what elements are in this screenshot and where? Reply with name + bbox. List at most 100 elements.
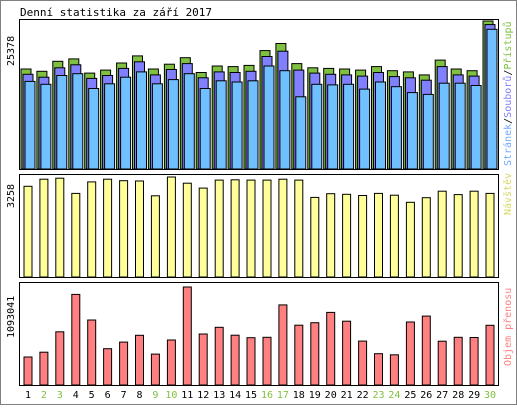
visits-bar-day-14	[230, 179, 240, 278]
hits-bar-Stránek-day-4	[72, 73, 84, 170]
day-label-29: 29	[468, 390, 480, 401]
kbytes-bar-day-17	[278, 304, 288, 386]
day-label-5: 5	[89, 390, 95, 401]
day-label-25: 25	[404, 390, 416, 401]
legend-pages: Stránek	[502, 124, 514, 166]
visits-bar-day-5	[87, 181, 97, 278]
hits-bar-Stránek-day-19	[311, 83, 323, 170]
kbytes-bar-day-26	[421, 315, 431, 386]
visits-bar-day-16	[262, 179, 272, 278]
kbytes-bar-day-11	[182, 286, 192, 386]
day-label-2: 2	[41, 390, 47, 401]
hits-bar-Stránek-day-23	[375, 81, 386, 170]
visits-bar-day-10	[166, 176, 176, 278]
hits-bar-Stránek-day-2	[40, 83, 52, 170]
kbytes-bar-day-27	[437, 340, 447, 386]
day-label-26: 26	[420, 390, 432, 401]
kbytes-bar-day-9	[150, 353, 160, 386]
hits-bar-Stránek-day-3	[56, 75, 68, 170]
hits-bar-Stránek-day-18	[295, 96, 307, 170]
day-label-1: 1	[25, 390, 31, 401]
hits-bar-Stránek-day-30	[486, 28, 498, 170]
visits-bars	[23, 176, 495, 278]
hits-bar-Stránek-day-6	[104, 83, 116, 170]
kbytes-bar-day-22	[358, 340, 368, 386]
kbytes-bar-day-4	[71, 293, 81, 386]
day-label-4: 4	[73, 390, 79, 401]
visits-bar-day-29	[469, 190, 479, 278]
kbytes-bar-day-15	[246, 337, 256, 386]
hits-bar-Stránek-day-15	[247, 80, 259, 170]
visits-legend: Návštěv	[502, 173, 514, 215]
visits-bar-day-8	[135, 180, 144, 278]
day-label-23: 23	[372, 390, 384, 401]
day-label-10: 10	[165, 390, 177, 401]
kbytes-bar-day-18	[294, 324, 304, 386]
kbytes-bar-day-10	[166, 339, 176, 386]
day-label-21: 21	[341, 390, 353, 401]
hits-bar-Stránek-day-20	[327, 84, 339, 170]
hits-bar-Stránek-day-24	[390, 86, 402, 170]
hits-bar-Stránek-day-13	[215, 80, 227, 170]
kbytes-bars	[23, 286, 495, 386]
visits-bar-day-15	[246, 179, 256, 278]
visits-bar-day-3	[55, 177, 65, 278]
day-label-20: 20	[325, 390, 337, 401]
hits-bar-Stránek-day-27	[438, 82, 450, 170]
kbytes-bar-day-24	[389, 354, 399, 386]
kbytes-bar-day-30	[485, 324, 495, 386]
kbytes-bar-day-7	[119, 341, 129, 386]
kbytes-bar-day-6	[103, 348, 113, 386]
day-label-15: 15	[245, 390, 257, 401]
kbytes-bar-day-21	[342, 320, 352, 386]
day-label-12: 12	[197, 390, 209, 401]
kbytes-bar-day-20	[326, 311, 336, 386]
legend-hits: Přístupů	[502, 21, 514, 69]
kbytes-bar-day-3	[55, 331, 65, 386]
visits-bar-day-19	[310, 196, 320, 278]
visits-bar-day-20	[326, 193, 336, 278]
visits-bar-day-26	[421, 197, 431, 278]
kbytes-bar-day-19	[310, 322, 320, 386]
day-label-27: 27	[436, 390, 448, 401]
visits-bar-day-12	[198, 187, 208, 278]
hits-bar-Stránek-day-7	[120, 76, 132, 170]
visits-bar-day-28	[453, 194, 463, 278]
chart-title: Denní statistika za září 2017	[20, 6, 212, 19]
hits-bar-Stránek-day-12	[199, 88, 211, 170]
visits-bar-day-25	[405, 201, 415, 278]
hits-bar-Stránek-day-5	[88, 88, 100, 170]
visits-bar-day-9	[150, 195, 160, 278]
day-label-11: 11	[181, 390, 193, 401]
kbytes-bar-day-29	[469, 337, 479, 386]
kbytes-bar-day-8	[135, 334, 144, 386]
kbytes-bar-day-25	[405, 321, 415, 386]
day-labels: 1 2 3 4 5 6 7 8 9 10 11 12 13 14 15 16 17 18 19 20 21 22 23 24 2…	[25, 390, 496, 401]
visits-bar-day-22	[358, 195, 368, 278]
visits-bar-day-27	[437, 190, 447, 278]
kbytes-bar-day-16	[262, 336, 272, 386]
hits-bar-Stránek-day-10	[167, 79, 179, 170]
day-label-18: 18	[293, 390, 305, 401]
hits-bar-Stránek-day-25	[406, 92, 418, 170]
day-label-3: 3	[57, 390, 63, 401]
hits-bar-Stránek-day-9	[151, 83, 163, 170]
day-label-9: 9	[152, 390, 158, 401]
visits-bar-day-1	[23, 185, 33, 278]
visits-bar-day-21	[342, 193, 352, 278]
day-label-28: 28	[452, 390, 464, 401]
hits-bar-Stránek-day-1	[24, 80, 36, 170]
hits-bar-Stránek-day-29	[470, 85, 482, 170]
day-label-14: 14	[229, 390, 241, 401]
hits-legend: Stránek/Souborů/Přístupů	[502, 21, 514, 166]
kbytes-bar-day-5	[87, 319, 97, 386]
kbytes-max-label: 1093041	[6, 296, 17, 338]
visits-max-label: 3258	[6, 184, 17, 208]
visits-bar-day-17	[278, 178, 288, 278]
visits-bar-day-18	[294, 179, 304, 278]
day-label-6: 6	[105, 390, 111, 401]
kbytes-bar-day-1	[23, 356, 33, 386]
legend-files: Souborů	[502, 76, 514, 118]
visits-panel-frame	[19, 174, 499, 278]
